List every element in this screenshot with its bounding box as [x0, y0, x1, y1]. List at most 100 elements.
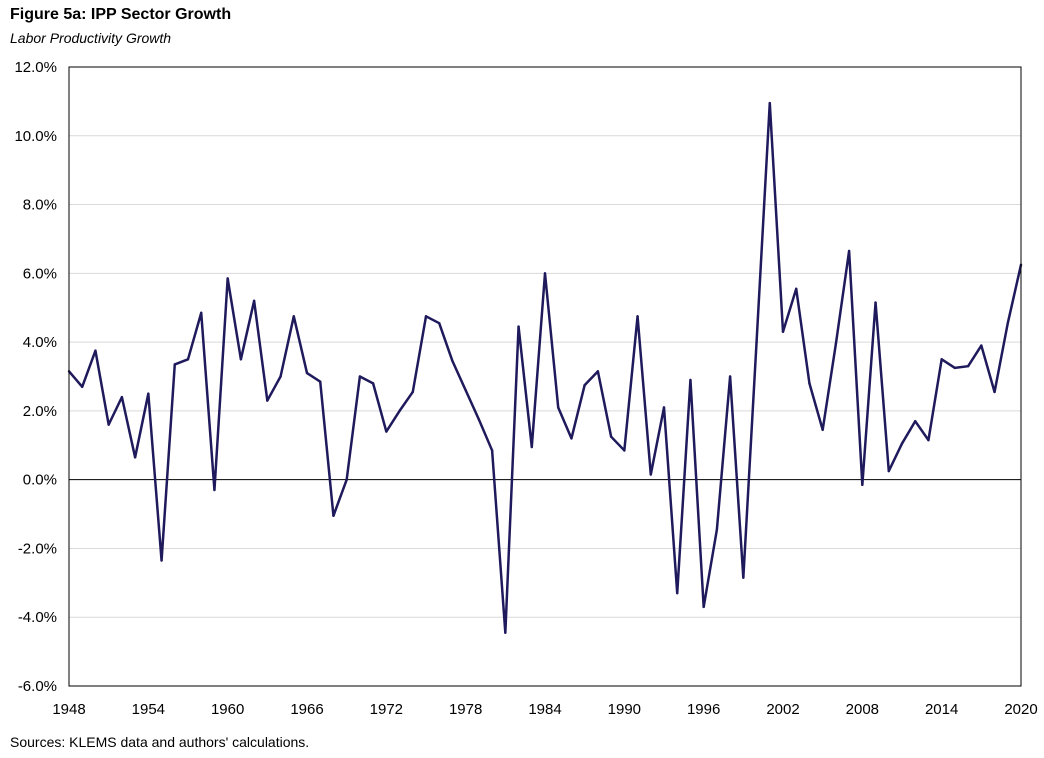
data-point	[821, 428, 824, 432]
y-tick-label: 4.0%	[23, 334, 57, 351]
data-point	[239, 358, 243, 361]
data-point	[953, 366, 957, 370]
data-point	[266, 399, 269, 402]
data-point	[795, 287, 798, 291]
data-point	[438, 321, 441, 325]
data-point	[186, 358, 190, 361]
x-tick-label: 2014	[925, 701, 958, 718]
x-tick-label: 1960	[211, 701, 244, 718]
data-point	[570, 437, 573, 440]
data-point	[147, 392, 150, 395]
x-tick-label: 1966	[290, 701, 323, 718]
data-point	[517, 325, 520, 328]
data-point	[160, 559, 163, 562]
data-point	[808, 382, 811, 385]
data-point	[292, 315, 295, 318]
data-point	[371, 382, 375, 385]
data-point	[676, 591, 679, 595]
data-point	[755, 340, 758, 344]
data-point	[133, 456, 137, 459]
data-point	[490, 449, 494, 452]
x-tick-label: 1972	[370, 701, 403, 718]
data-point	[173, 363, 176, 366]
data-point	[847, 249, 851, 253]
y-tick-label: 10.0%	[14, 128, 57, 145]
x-tick-label: 1990	[608, 701, 641, 718]
x-tick-label: 1984	[528, 701, 561, 718]
data-point	[279, 375, 282, 378]
data-point	[358, 375, 362, 378]
data-point	[662, 406, 666, 409]
data-point	[332, 514, 335, 517]
series-line	[68, 101, 1023, 634]
data-point	[107, 423, 110, 426]
data-point	[530, 445, 533, 449]
data-point	[596, 370, 600, 373]
plot-area-frame	[68, 66, 1022, 687]
y-tick-label: 12.0%	[14, 59, 57, 76]
data-point	[636, 315, 639, 318]
data-point	[689, 378, 692, 382]
data-point	[398, 409, 401, 413]
data-point	[715, 528, 719, 531]
data-point	[887, 469, 890, 473]
y-tick-label: -6.0%	[18, 678, 57, 695]
gridlines	[69, 66, 1021, 687]
chart-subtitle: Labor Productivity Growth	[10, 30, 172, 46]
y-tick-label: 6.0%	[23, 265, 57, 282]
x-tick-label: 2002	[766, 701, 799, 718]
data-point	[1006, 321, 1009, 325]
y-axis-ticks: 12.0% 10.0% 8.0% 6.0% 4.0% 2.0% 0.0% -2.0% -4.0%…	[14, 59, 57, 695]
data-point	[226, 277, 229, 280]
data-point	[583, 383, 586, 387]
x-tick-label: 2008	[846, 701, 879, 718]
data-point	[649, 473, 652, 476]
x-tick-label: 1978	[449, 701, 482, 718]
x-tick-label: 1948	[52, 701, 85, 718]
data-point	[728, 375, 732, 378]
x-tick-label: 1954	[132, 701, 165, 718]
data-point	[861, 483, 864, 487]
data-point	[742, 576, 745, 579]
data-point	[966, 364, 970, 368]
data-point	[200, 311, 203, 315]
data-point	[993, 390, 996, 394]
data-point	[424, 315, 428, 318]
data-point	[900, 442, 904, 445]
data-point	[81, 385, 84, 389]
data-point	[120, 395, 124, 399]
data-point	[305, 371, 309, 375]
data-point	[980, 344, 983, 347]
y-tick-label: 8.0%	[23, 197, 57, 214]
data-point	[385, 430, 388, 433]
x-tick-label: 1996	[687, 701, 720, 718]
y-tick-label: -2.0%	[18, 540, 57, 557]
data-point	[94, 349, 97, 352]
series-layer	[67, 101, 1023, 634]
y-tick-label: -4.0%	[18, 609, 57, 626]
chart-title: Figure 5a: IPP Sector Growth	[10, 6, 232, 23]
data-point	[768, 101, 771, 105]
chart-source-note: Sources: KLEMS data and authors' calcula…	[10, 734, 310, 750]
data-point	[543, 272, 547, 275]
data-point	[319, 380, 322, 383]
data-point	[252, 299, 256, 303]
data-point	[477, 418, 481, 421]
data-point	[927, 438, 930, 442]
y-tick-label: 2.0%	[23, 403, 57, 420]
x-axis-ticks: 1948 1954 1960 1966 1972 1978 1984 1990 1996 2002…	[52, 701, 1037, 718]
data-point	[702, 605, 705, 609]
data-point	[411, 390, 414, 394]
data-point	[213, 488, 216, 492]
data-point	[464, 389, 467, 392]
data-point	[345, 478, 348, 481]
y-tick-label: 0.0%	[23, 472, 57, 489]
data-point	[504, 631, 507, 634]
data-point	[557, 406, 560, 409]
data-point	[914, 420, 917, 423]
data-point	[609, 435, 613, 438]
data-point	[781, 330, 785, 333]
data-point	[940, 358, 943, 361]
data-point	[623, 449, 626, 452]
